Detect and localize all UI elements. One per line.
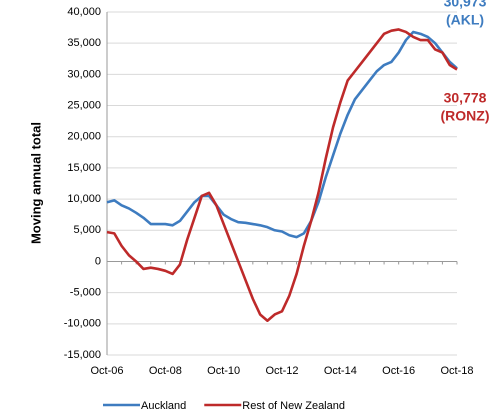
annotation: (AKL) bbox=[446, 12, 484, 28]
y-tick-label: 35,000 bbox=[67, 37, 101, 49]
annotation: (RONZ) bbox=[441, 108, 490, 124]
x-tick-label: Oct-16 bbox=[382, 365, 415, 377]
y-tick-label: 20,000 bbox=[67, 131, 101, 143]
x-tick-label: Oct-12 bbox=[265, 365, 298, 377]
y-tick-label: -10,000 bbox=[64, 318, 101, 330]
series-line bbox=[106, 30, 458, 239]
series-line bbox=[106, 28, 458, 322]
y-tick-label: 10,000 bbox=[67, 193, 101, 205]
annotation: 30,778 bbox=[444, 90, 487, 106]
x-tick-label: Oct-10 bbox=[207, 365, 240, 377]
x-tick-label: Oct-18 bbox=[440, 365, 473, 377]
y-axis-label: Moving annual total bbox=[28, 122, 43, 244]
y-tick-label: 15,000 bbox=[67, 162, 101, 174]
y-tick-label: 40,000 bbox=[67, 6, 101, 18]
annotation: 30,973 bbox=[444, 0, 487, 10]
legend-label: Auckland bbox=[141, 400, 186, 412]
x-tick-label: Oct-06 bbox=[90, 365, 123, 377]
x-tick-label: Oct-14 bbox=[324, 365, 357, 377]
y-tick-label: -15,000 bbox=[64, 349, 101, 361]
x-tick-label: Oct-08 bbox=[149, 365, 182, 377]
y-tick-label: -5,000 bbox=[70, 287, 101, 299]
y-tick-label: 5,000 bbox=[73, 224, 101, 236]
y-tick-label: 25,000 bbox=[67, 99, 101, 111]
y-tick-label: 0 bbox=[95, 255, 101, 267]
legend-label: Rest of New Zealand bbox=[242, 400, 345, 412]
y-tick-label: 30,000 bbox=[67, 68, 101, 80]
